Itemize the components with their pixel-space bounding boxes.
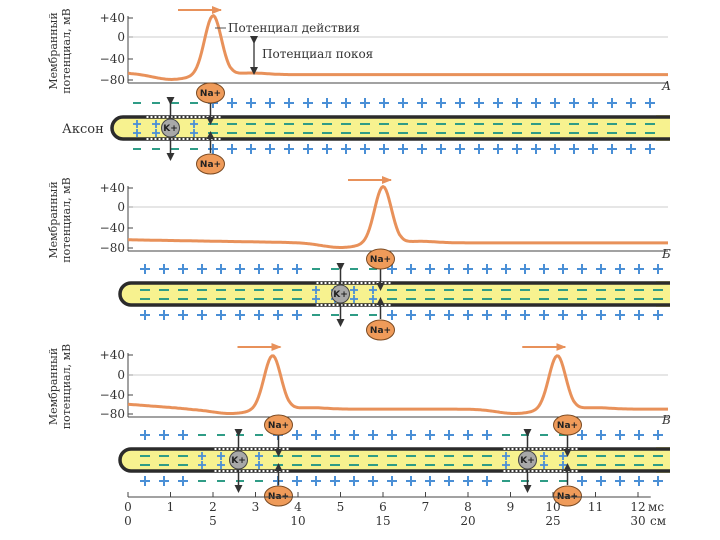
y-tick-label: −80 <box>100 73 125 87</box>
panel-Б: Мембранныйпотенциал, мВ +40 0 −40 −80 Б K+ Na+ N… <box>47 176 671 341</box>
na-ion-label: Na+ <box>200 160 221 170</box>
time-tick-label: 11 <box>588 500 603 514</box>
y-tick-label: −80 <box>100 407 125 421</box>
na-ion-label: Na+ <box>200 89 221 99</box>
axon-body <box>110 115 670 141</box>
distance-tick-label: 5 <box>209 514 217 528</box>
y-axis-label-line1: Мембранный <box>47 181 60 258</box>
y-tick-label: 0 <box>117 200 125 214</box>
na-ion-label: Na+ <box>557 421 578 431</box>
distance-tick-label: 25 <box>545 514 560 528</box>
panel-letter: А <box>661 79 671 93</box>
time-tick-label: 10 <box>545 500 560 514</box>
time-tick-label: 0 <box>124 500 132 514</box>
membrane-potential-curve <box>127 354 668 415</box>
time-tick-label: 2 <box>209 500 217 514</box>
time-tick-label: 5 <box>337 500 345 514</box>
na-ion-top <box>366 248 395 270</box>
y-tick-label: −40 <box>100 52 125 66</box>
k-ion <box>331 284 350 304</box>
y-axis-label-line1: Мембранный <box>47 12 60 89</box>
y-tick-label: +40 <box>100 181 125 195</box>
distance-tick-label: 0 <box>124 514 132 528</box>
na-ion-label: Na+ <box>370 326 391 336</box>
panel-А: Мембранныйпотенциал, мВ +40 0 −40 −80 А K+ Na+ N… <box>47 6 671 175</box>
distance-tick-label: 15 <box>375 514 390 528</box>
y-tick-label: +40 <box>100 11 125 25</box>
na-ion-top <box>553 414 582 436</box>
y-axis-label-line2: потенциал, мВ <box>60 8 73 93</box>
na-ion-top <box>264 414 293 436</box>
y-tick-label: −40 <box>100 388 125 402</box>
y-axis-label: Мембранныйпотенциал, мВ <box>47 344 73 429</box>
y-tick-label: −40 <box>100 221 125 235</box>
axon-label: Аксон <box>62 122 104 137</box>
time-unit: мс <box>648 500 664 514</box>
panel-letter: В <box>661 413 671 427</box>
y-axis-label-line2: потенциал, мВ <box>60 344 73 429</box>
distance-tick-label: 10 <box>290 514 305 528</box>
k-ion-label: K+ <box>231 456 246 466</box>
y-axis-label: Мембранныйпотенциал, мВ <box>47 8 73 93</box>
y-axis-label-line1: Мембранный <box>47 348 60 425</box>
na-ion-label: Na+ <box>370 255 391 265</box>
na-ion-bottom <box>366 319 395 341</box>
y-tick-label: 0 <box>117 368 125 382</box>
y-axis-label-line2: потенциал, мВ <box>60 177 73 262</box>
na-ion-label: Na+ <box>268 421 289 431</box>
panel-letter: Б <box>661 247 671 261</box>
axon-open-end <box>656 281 670 307</box>
y-axis-label: Мембранныйпотенциал, мВ <box>47 177 73 262</box>
axon-body <box>118 281 670 307</box>
time-tick-label: 7 <box>422 500 430 514</box>
time-tick-label: 12 <box>630 500 645 514</box>
na-ion-bottom <box>196 153 225 175</box>
y-tick-label: 0 <box>117 30 125 44</box>
distance-tick-label: 20 <box>460 514 475 528</box>
y-tick-label: +40 <box>100 348 125 362</box>
time-tick-label: 6 <box>379 500 387 514</box>
k-ion <box>161 118 180 138</box>
y-tick-label: −80 <box>100 241 125 255</box>
na-ion-bottom <box>264 485 293 507</box>
distance-unit: см <box>650 514 666 528</box>
annotation-resting-potential: Потенциал покоя <box>262 47 373 61</box>
distance-tick-label: 30 <box>630 514 645 528</box>
k-ion-label: K+ <box>520 456 535 466</box>
panel-В: Мембранныйпотенциал, мВ +40 0 −40 −80 В K+ Na+ N… <box>47 343 671 507</box>
axon-open-end <box>656 447 670 473</box>
time-tick-label: 1 <box>167 500 175 514</box>
k-ion-label: K+ <box>333 290 348 300</box>
k-ion <box>518 450 537 470</box>
axon-open-end <box>656 115 670 141</box>
na-ion-top <box>196 82 225 104</box>
time-tick-label: 8 <box>464 500 472 514</box>
time-tick-label: 4 <box>294 500 302 514</box>
annotation-action-potential: Потенциал действия <box>228 21 360 35</box>
time-tick-label: 3 <box>252 500 260 514</box>
k-ion-label: K+ <box>163 124 178 134</box>
membrane-potential-curve <box>127 14 668 81</box>
membrane-potential-curve <box>128 185 668 249</box>
k-ion <box>229 450 248 470</box>
time-tick-label: 9 <box>507 500 515 514</box>
